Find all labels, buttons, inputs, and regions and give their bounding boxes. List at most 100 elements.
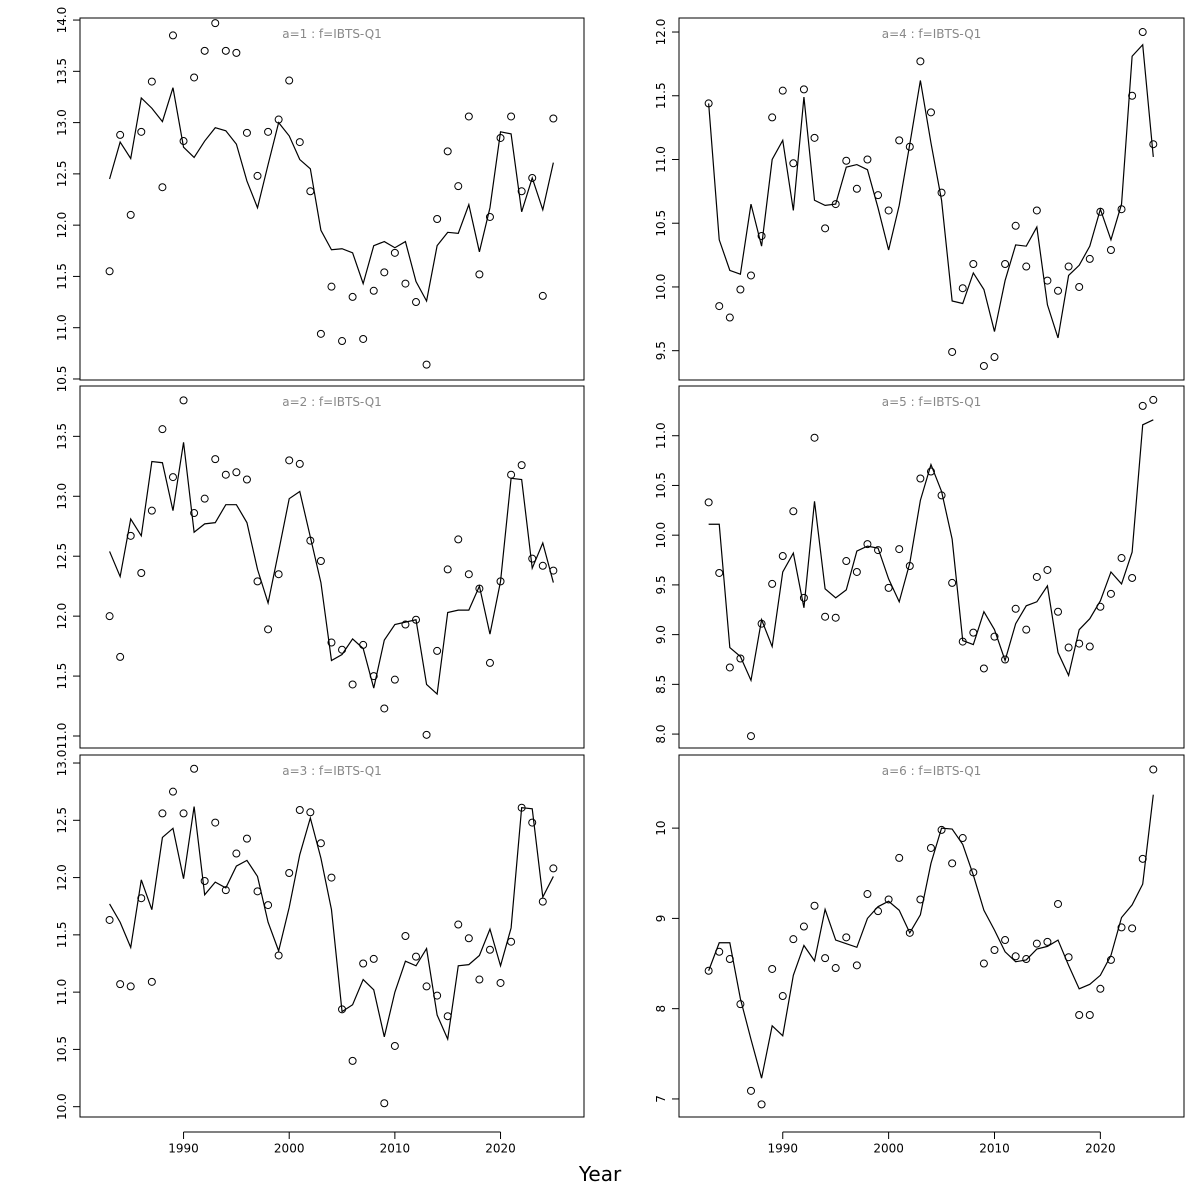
y-tick-label: 11.5: [55, 263, 69, 290]
observed-point: [359, 640, 368, 649]
observed-point: [778, 552, 787, 561]
x-tick-label: 2000: [274, 1142, 305, 1156]
observed-point: [179, 137, 188, 146]
y-tick-label: 10.0: [654, 522, 668, 549]
observed-point: [958, 834, 967, 843]
observed-point: [507, 937, 516, 946]
observed-point: [1138, 401, 1147, 410]
observed-point: [137, 568, 146, 577]
observed-point: [464, 570, 473, 579]
observed-point: [842, 557, 851, 566]
observed-point: [105, 267, 114, 276]
observed-point: [443, 565, 452, 574]
observed-point: [821, 612, 830, 621]
observed-point: [958, 284, 967, 293]
observed-point: [736, 654, 745, 663]
observed-point: [316, 329, 325, 338]
observed-point: [1011, 604, 1020, 613]
observed-point: [211, 455, 220, 464]
observed-point: [295, 138, 304, 147]
observed-point: [168, 31, 177, 40]
observed-point: [274, 570, 283, 579]
panel-title: a=1 : f=IBTS-Q1: [282, 27, 382, 41]
observed-point: [496, 133, 505, 142]
observed-point: [137, 894, 146, 903]
observed-point: [715, 568, 724, 577]
observed-point: [1096, 207, 1105, 216]
y-tick-label: 8.5: [654, 675, 668, 694]
observed-point: [746, 271, 755, 280]
observed-point: [831, 613, 840, 622]
observed-point: [168, 787, 177, 796]
fitted-line: [109, 806, 554, 1042]
observed-point: [485, 945, 494, 954]
observed-point: [369, 286, 378, 295]
observed-point: [221, 886, 230, 895]
observed-point: [116, 130, 125, 139]
observed-point: [937, 188, 946, 197]
observed-point: [884, 206, 893, 215]
observed-point: [1106, 589, 1115, 598]
observed-point: [1128, 91, 1137, 100]
observed-point: [221, 470, 230, 479]
observed-point: [948, 578, 957, 587]
y-tick-label: 10.5: [55, 366, 69, 393]
observed-point: [306, 536, 315, 545]
observed-point: [538, 291, 547, 300]
observed-point: [1043, 937, 1052, 946]
x-tick-label: 2020: [1085, 1142, 1116, 1156]
observed-point: [926, 108, 935, 117]
observed-point: [338, 1005, 347, 1014]
observed-point: [905, 562, 914, 571]
observed-point: [852, 567, 861, 576]
observed-point: [147, 77, 156, 86]
y-tick-label: 9.0: [654, 625, 668, 644]
y-tick-label: 8: [654, 1005, 668, 1013]
observed-point: [831, 200, 840, 209]
observed-point: [496, 577, 505, 586]
observed-point: [757, 1100, 766, 1109]
observed-point: [369, 954, 378, 963]
y-tick-label: 13.5: [55, 423, 69, 450]
y-tick-label: 10.0: [654, 274, 668, 301]
observed-point: [507, 112, 516, 121]
observed-point: [1022, 262, 1031, 271]
observed-point: [285, 868, 294, 877]
y-tick-label: 11.0: [654, 422, 668, 449]
observed-point: [1075, 1010, 1084, 1019]
y-tick-label: 10.5: [654, 472, 668, 499]
observed-point: [1149, 140, 1158, 149]
observed-point: [190, 509, 199, 518]
panel-frame: [79, 754, 585, 1118]
observed-point: [179, 396, 188, 405]
observed-point: [746, 732, 755, 741]
observed-point: [1054, 286, 1063, 295]
observed-point: [1022, 625, 1031, 634]
observed-point: [884, 895, 893, 904]
observed-point: [485, 212, 494, 221]
panel-frame: [79, 385, 585, 749]
observed-point: [274, 951, 283, 960]
observed-point: [549, 864, 558, 873]
x-tick-label: 2020: [485, 1142, 516, 1156]
observed-point: [778, 86, 787, 95]
observed-point: [359, 334, 368, 343]
observed-point: [799, 922, 808, 931]
x-tick-label: 2010: [380, 1142, 411, 1156]
observed-point: [126, 210, 135, 219]
observed-point: [390, 248, 399, 257]
fitted-line: [708, 794, 1154, 1079]
y-tick-label: 10: [654, 820, 668, 835]
observed-point: [948, 859, 957, 868]
observed-point: [1043, 565, 1052, 574]
observed-point: [821, 224, 830, 233]
observed-point: [916, 57, 925, 66]
observed-point: [736, 285, 745, 294]
observed-point: [1054, 899, 1063, 908]
observed-point: [768, 579, 777, 588]
observed-point: [475, 270, 484, 279]
observed-point: [725, 955, 734, 964]
y-tick-label: 12.5: [55, 543, 69, 570]
observed-point: [232, 468, 241, 477]
